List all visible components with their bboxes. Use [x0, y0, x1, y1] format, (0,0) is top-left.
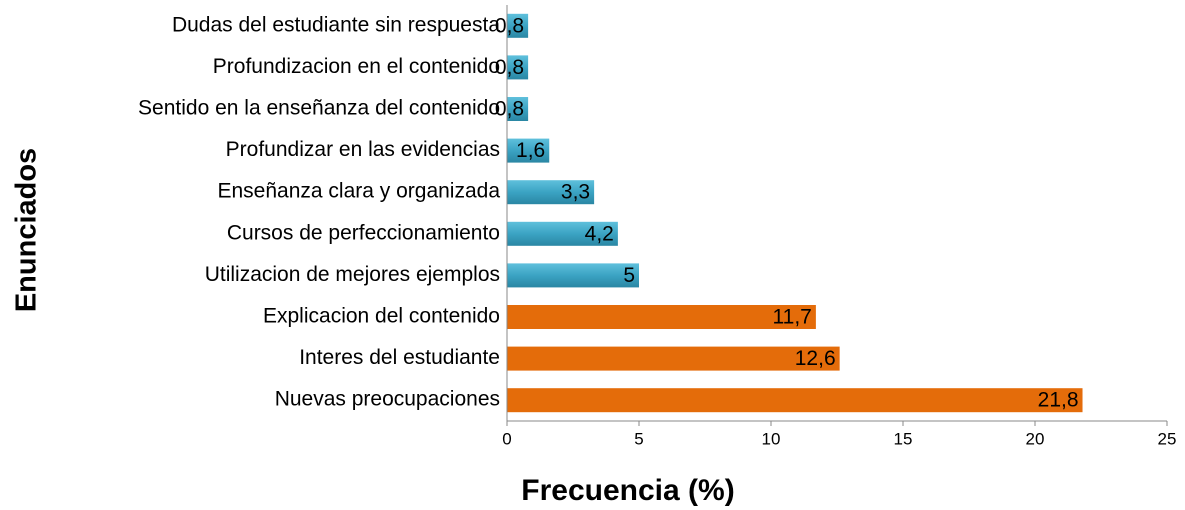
- y-tick-label: Enseñanza clara y organizada: [217, 180, 500, 203]
- x-tick-label: 0: [502, 429, 511, 448]
- y-tick-label: Cursos de perfeccionamiento: [227, 221, 500, 244]
- y-tick-label: Interes del estudiante: [299, 346, 500, 369]
- data-label: 21,8: [1038, 389, 1079, 412]
- bar: [507, 138, 550, 163]
- data-label: 0,8: [495, 14, 524, 37]
- data-label: 12,6: [795, 347, 836, 370]
- y-tick-label: Sentido en la enseñanza del contenido: [138, 97, 500, 120]
- y-tick-label: Utilizacion de mejores ejemplos: [205, 263, 500, 286]
- bar: [507, 180, 595, 205]
- bar: [507, 13, 529, 38]
- y-tick-label: Explicacion del contenido: [263, 305, 500, 328]
- y-axis-title: Enunciados: [11, 148, 43, 312]
- data-label: 4,2: [585, 222, 614, 245]
- data-label: 1,6: [516, 139, 545, 162]
- x-tick-label: 20: [1026, 429, 1045, 448]
- data-label: 0,8: [495, 56, 524, 79]
- bar: [507, 97, 529, 121]
- bar: [507, 55, 529, 80]
- bar: [507, 388, 1083, 413]
- y-tick-label: Dudas del estudiante sin respuesta: [172, 13, 500, 36]
- data-label: 5: [623, 264, 635, 287]
- bar: [507, 221, 618, 246]
- x-tick-label: 25: [1158, 429, 1177, 448]
- bar: [507, 263, 639, 288]
- y-tick-label: Profundizar en las evidencias: [226, 138, 500, 161]
- bar: [507, 346, 840, 371]
- data-label: 3,3: [561, 181, 590, 204]
- x-tick-label: 5: [634, 429, 643, 448]
- x-tick-label: 10: [762, 429, 781, 448]
- bar: [507, 305, 816, 329]
- data-label: 0,8: [495, 98, 524, 121]
- x-axis-title: Frecuencia (%): [521, 474, 734, 507]
- y-tick-label: Profundizacion en el contenido: [213, 55, 500, 78]
- x-tick-label: 15: [894, 429, 913, 448]
- y-tick-label: Nuevas preocupaciones: [275, 388, 500, 411]
- data-label: 11,7: [773, 306, 812, 329]
